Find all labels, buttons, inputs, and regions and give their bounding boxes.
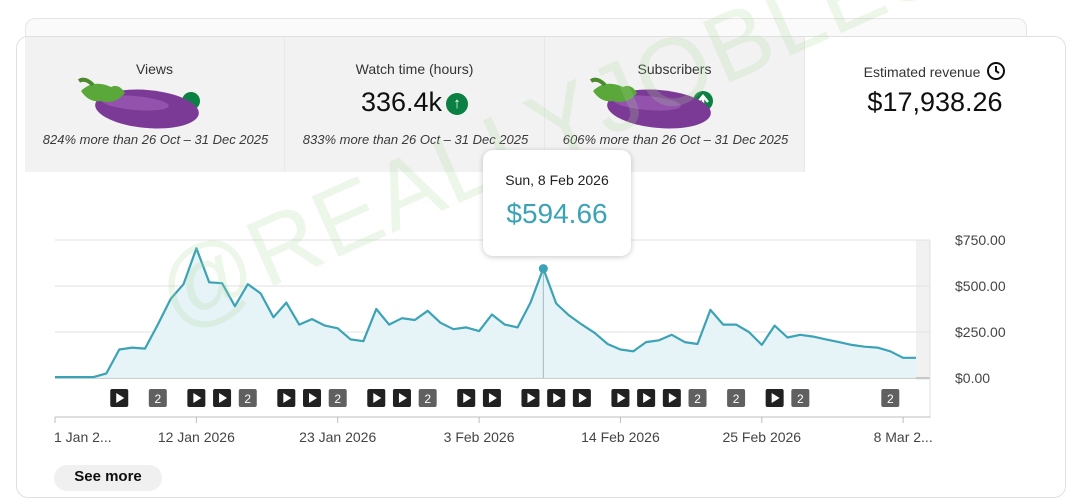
play-icon xyxy=(553,393,562,403)
play-icon xyxy=(398,393,407,403)
multi-video-marker[interactable]: 2 xyxy=(148,389,167,407)
marker-count: 2 xyxy=(887,392,894,406)
chart-right-band xyxy=(916,240,930,380)
highlight-group xyxy=(538,264,548,378)
marker-box xyxy=(418,389,437,407)
arrow-up-icon: ↑ xyxy=(446,93,469,115)
play-icon xyxy=(488,393,497,403)
play-icon xyxy=(116,393,125,403)
eggplant-icon xyxy=(77,77,200,129)
video-marker[interactable] xyxy=(110,389,129,407)
metric-label: Estimated revenue xyxy=(863,64,981,80)
marker-box xyxy=(727,389,746,407)
marker-count: 2 xyxy=(797,392,804,406)
marker-box xyxy=(238,389,257,407)
clock-icon[interactable] xyxy=(986,61,1006,81)
video-marker[interactable] xyxy=(482,389,501,407)
play-icon xyxy=(373,393,382,403)
marker-box xyxy=(791,389,810,407)
multi-video-marker[interactable]: 2 xyxy=(881,389,900,407)
y-tick-label: $750.00 xyxy=(955,232,1006,248)
see-more-button[interactable]: See more xyxy=(54,465,162,491)
tooltip-date: Sun, 8 Feb 2026 xyxy=(505,172,609,188)
x-tick-label: 12 Jan 2026 xyxy=(158,429,235,445)
chart-tooltip: Sun, 8 Feb 2026 $594.66 xyxy=(483,150,631,256)
marker-count: 2 xyxy=(694,392,701,406)
metric-comparison: 824% more than 26 Oct – 31 Dec 2025 xyxy=(42,132,269,147)
multi-video-marker[interactable]: 2 xyxy=(328,389,347,407)
highlight-point xyxy=(538,264,548,274)
video-marker[interactable] xyxy=(547,389,566,407)
video-marker[interactable] xyxy=(521,389,540,407)
multi-video-marker[interactable]: 2 xyxy=(238,389,257,407)
x-tick-label: 14 Feb 2026 xyxy=(581,429,660,445)
metric-value: 336.4k xyxy=(360,87,443,117)
video-marker[interactable] xyxy=(611,389,630,407)
video-marker[interactable] xyxy=(662,389,681,407)
x-tick-label: 25 Feb 2026 xyxy=(722,429,801,445)
metric-label: Watch time (hours) xyxy=(355,61,474,77)
metric-label: Views xyxy=(135,61,174,77)
video-marker[interactable] xyxy=(213,389,232,407)
play-icon xyxy=(578,393,587,403)
marker-count: 2 xyxy=(424,392,431,406)
tooltip-value: $594.66 xyxy=(506,198,608,229)
video-marker[interactable] xyxy=(367,389,386,407)
multi-video-marker[interactable]: 2 xyxy=(418,389,437,407)
video-marker[interactable] xyxy=(572,389,591,407)
annotation-markers: 2 2 2 2 2 2 2 2 xyxy=(110,389,900,407)
play-icon xyxy=(309,393,318,403)
background-card xyxy=(25,18,1027,39)
video-marker[interactable] xyxy=(457,389,476,407)
marker-box xyxy=(881,389,900,407)
play-icon xyxy=(283,393,292,403)
y-tick-label: $500.00 xyxy=(955,278,1006,294)
revenue-area xyxy=(55,248,916,378)
y-tick-label: $250.00 xyxy=(955,324,1006,340)
marker-box xyxy=(688,389,707,407)
metric-comparison: 833% more than 26 Oct – 31 Dec 2025 xyxy=(302,132,529,147)
metric-watch-time[interactable]: Watch time (hours) 336.4k ↑ 833% more tha… xyxy=(285,37,545,172)
play-icon xyxy=(219,393,228,403)
metric-comparison: 606% more than 26 Oct – 31 Dec 2025 xyxy=(562,132,789,147)
metric-tabs: Views 824% more than 26 Oct – 31 Dec 202… xyxy=(25,37,1065,172)
metric-subscribers[interactable]: Subscribers 606% more than 26 Oct – 31 D… xyxy=(545,37,805,172)
eggplant-icon xyxy=(589,77,713,129)
play-icon xyxy=(193,393,202,403)
x-tick-label: 3 Feb 2026 xyxy=(444,429,515,445)
video-marker[interactable] xyxy=(765,389,784,407)
video-marker[interactable] xyxy=(187,389,206,407)
marker-count: 2 xyxy=(733,392,740,406)
metric-value: $17,938.26 xyxy=(867,87,1003,117)
marker-box xyxy=(328,389,347,407)
multi-video-marker[interactable]: 2 xyxy=(727,389,746,407)
y-tick-label: $0.00 xyxy=(955,370,990,386)
x-axis-labels: 1 Jan 2... 12 Jan 2026 23 Jan 2026 3 Feb 20… xyxy=(54,417,933,445)
marker-box xyxy=(148,389,167,407)
metric-views[interactable]: Views 824% more than 26 Oct – 31 Dec 202… xyxy=(25,37,285,172)
x-tick-label: 1 Jan 2... xyxy=(54,429,112,445)
video-marker[interactable] xyxy=(392,389,411,407)
play-icon xyxy=(643,393,652,403)
play-icon xyxy=(463,393,472,403)
play-icon xyxy=(527,393,536,403)
x-tick-label: 8 Mar 2... xyxy=(874,429,933,445)
marker-count: 2 xyxy=(154,392,161,406)
revenue-chart: 2 2 2 2 2 2 2 2 $0.00 $250.00 $500.00 $750.00 1 Ja… xyxy=(54,232,1006,445)
y-axis-labels: $0.00 $250.00 $500.00 $750.00 xyxy=(955,232,1006,386)
video-marker[interactable] xyxy=(303,389,322,407)
video-marker[interactable] xyxy=(277,389,296,407)
x-tick-label: 23 Jan 2026 xyxy=(299,429,376,445)
play-icon xyxy=(771,393,780,403)
multi-video-marker[interactable]: 2 xyxy=(791,389,810,407)
play-icon xyxy=(617,393,626,403)
metric-estimated-revenue[interactable]: Estimated revenue $17,938.26 xyxy=(805,37,1065,172)
metric-label: Subscribers xyxy=(637,61,712,77)
marker-count: 2 xyxy=(334,392,341,406)
revenue-line xyxy=(55,247,916,379)
marker-count: 2 xyxy=(244,392,251,406)
play-icon xyxy=(668,393,677,403)
multi-video-marker[interactable]: 2 xyxy=(688,389,707,407)
video-marker[interactable] xyxy=(637,389,656,407)
